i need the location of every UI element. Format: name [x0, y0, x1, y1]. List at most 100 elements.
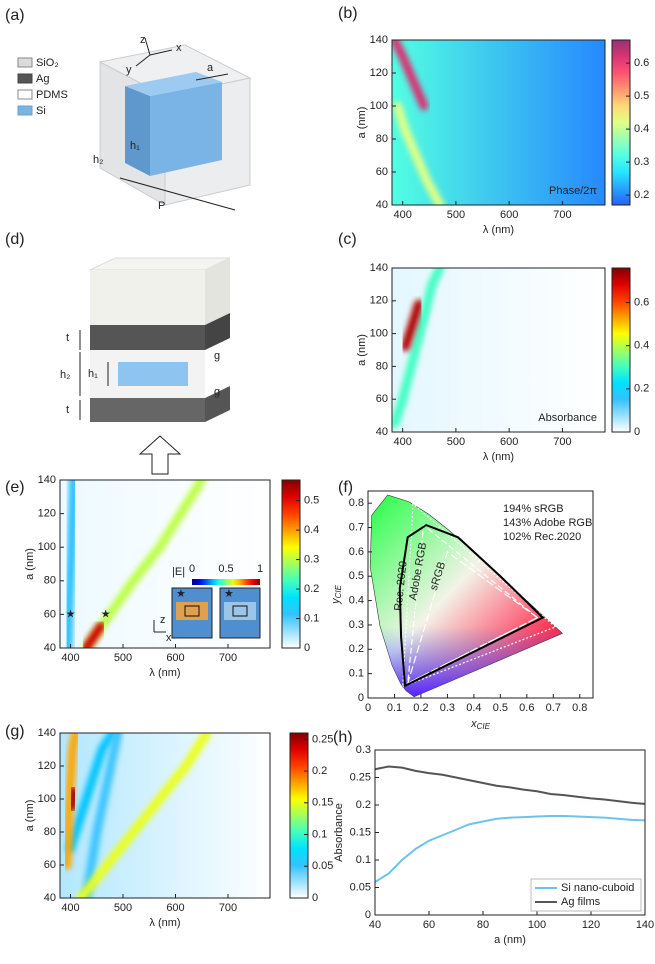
- inset-hotspot: [224, 602, 256, 620]
- marker-star: ★: [66, 608, 76, 620]
- axis-label: y: [126, 64, 132, 76]
- panel-label: (f): [338, 479, 353, 496]
- colorbar-tick-label: 0.6: [634, 57, 649, 69]
- y-tick-label: 40: [376, 199, 388, 211]
- x-tick-label: 100: [528, 919, 546, 931]
- inset-star: ★: [176, 588, 186, 600]
- colorbar-tick-label: 0.3: [304, 553, 319, 565]
- y-tick-label: 40: [44, 642, 56, 654]
- colorbar-tick-label: 0.2: [634, 383, 649, 395]
- heatmap-background: [392, 268, 605, 432]
- inset-title: |E|: [172, 566, 185, 578]
- dim-label: h₂: [60, 369, 70, 381]
- colorbar-tick-label: 0.2: [634, 189, 649, 201]
- line-series: [375, 767, 645, 804]
- y-tick-label: 80: [376, 360, 388, 372]
- y-tick-label: 140: [38, 474, 56, 486]
- si-side: [125, 86, 150, 176]
- panel-label: (e): [5, 479, 25, 496]
- colorbar-tick-label: 0: [312, 892, 318, 904]
- y-axis-label: Absorbance: [333, 803, 345, 862]
- dim-label: h₂: [93, 154, 103, 166]
- legend-entry: Si nano-cuboid: [561, 882, 634, 894]
- colorbar-tick-label: 0: [634, 426, 640, 438]
- y-tick-label: 100: [370, 100, 388, 112]
- y-tick-label: 60: [44, 859, 56, 871]
- x-tick-label: 400: [61, 902, 79, 914]
- dim-label: a: [207, 62, 214, 74]
- y-axis-label: a (nm): [24, 800, 36, 832]
- panel-label: (d): [5, 231, 25, 248]
- x-tick-label: 0.7: [546, 702, 561, 714]
- colorbar-tick-label: 0.5: [634, 90, 649, 102]
- ridge: [72, 791, 75, 808]
- colorbar-tick-label: 0.3: [634, 156, 649, 168]
- x-tick-label: 120: [582, 919, 600, 931]
- si-block: [118, 362, 188, 386]
- pdms: [90, 270, 205, 325]
- legend-entry: Ag films: [561, 896, 601, 908]
- y-tick-label: 100: [370, 328, 388, 340]
- x-tick-label: 0.2: [413, 702, 428, 714]
- y-tick-label: 0.6: [349, 546, 364, 558]
- figure: (a) SiO₂ Ag PDMS Si z x y a h₁ h₂ P (d) …: [0, 0, 655, 964]
- x-tick-label: 0.4: [466, 702, 481, 714]
- colorbar-tick-label: 0.4: [634, 123, 649, 135]
- y-axis-label: a (nm): [24, 548, 36, 580]
- inset-tick-label: 0.5: [218, 563, 233, 575]
- annotation: Absorbance: [538, 412, 597, 424]
- colorbar-tick-label: 0.1: [304, 612, 319, 624]
- gamut-coverage: 102% Rec.2020: [503, 531, 581, 543]
- x-tick-label: 500: [114, 902, 132, 914]
- y-tick-label: 0: [358, 692, 364, 704]
- ridge: [68, 480, 74, 648]
- x-tick-label: 0.6: [519, 702, 534, 714]
- legend-swatch: [18, 106, 32, 115]
- y-tick-label: 120: [370, 67, 388, 79]
- x-tick-label: 0: [365, 702, 371, 714]
- x-tick-label: 700: [553, 209, 571, 221]
- y-tick-label: 80: [44, 575, 56, 587]
- y-tick-label: 80: [376, 133, 388, 145]
- dim-label: P: [158, 200, 165, 212]
- y-tick-label: 80: [44, 826, 56, 838]
- si-front: [150, 82, 222, 176]
- y-tick-label: 0.05: [350, 881, 371, 893]
- colorbar-tick-label: 0.1: [312, 828, 327, 840]
- x-axis-label: λ (nm): [483, 451, 514, 463]
- y-axis-label: a (nm): [356, 334, 368, 366]
- axis-label: x: [176, 42, 182, 54]
- y-axis-label: a (nm): [356, 107, 368, 139]
- y-tick-label: 40: [44, 892, 56, 904]
- colorbar-tick-label: 0.4: [634, 340, 649, 352]
- dim-label: t: [66, 404, 69, 416]
- colorbar: [612, 40, 630, 205]
- y-tick-label: 60: [376, 166, 388, 178]
- x-tick-label: 700: [219, 652, 237, 664]
- colorbar-tick-label: 0.4: [304, 524, 319, 536]
- y-tick-label: 140: [370, 34, 388, 46]
- x-tick-label: 700: [219, 902, 237, 914]
- diagram-d: (d) t h₂ h₁ g g t: [5, 231, 230, 474]
- y-tick-label: 0.1: [349, 668, 364, 680]
- diagram-a: (a) SiO₂ Ag PDMS Si z x y a h₁ h₂ P: [5, 7, 250, 212]
- x-tick-label: 0.1: [387, 702, 402, 714]
- axis-label: z: [140, 34, 146, 46]
- dim-label: g: [214, 386, 220, 398]
- x-tick-label: 600: [166, 652, 184, 664]
- y-tick-label: 120: [38, 760, 56, 772]
- x-axis-label: a (nm): [494, 934, 526, 946]
- y-tick-label: 0.3: [349, 619, 364, 631]
- x-tick-label: 80: [477, 919, 489, 931]
- x-tick-label: 400: [393, 436, 411, 448]
- colorbar: [612, 268, 630, 432]
- panel-label: (a): [5, 7, 25, 24]
- inset-star: ★: [224, 588, 234, 600]
- inset-hotspot: [176, 602, 208, 620]
- y-tick-label: 0.15: [350, 826, 371, 838]
- dim-label: g: [214, 350, 220, 362]
- y-tick-label: 0.4: [349, 594, 364, 606]
- y-tick-label: 60: [44, 608, 56, 620]
- inset-tick-label: 0: [189, 563, 195, 575]
- colorbar-tick-label: 0: [304, 642, 310, 654]
